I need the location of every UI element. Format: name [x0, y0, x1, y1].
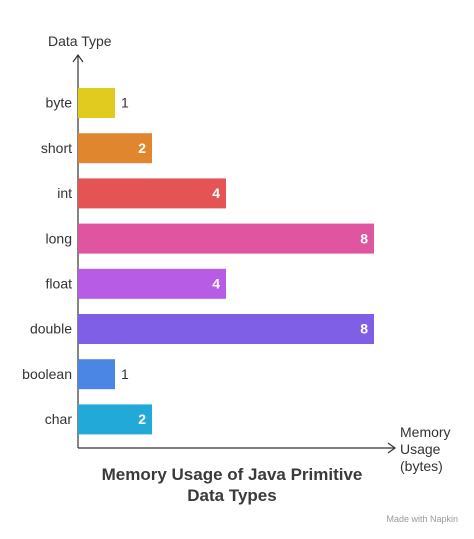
- value-label: 4: [212, 185, 220, 201]
- bar: [78, 359, 115, 390]
- value-label: 4: [212, 276, 220, 292]
- y-tick-label: double: [30, 321, 72, 337]
- watermark: Made with Napkin: [386, 514, 458, 524]
- value-label: 2: [138, 411, 146, 427]
- bar: [78, 223, 374, 254]
- y-tick-label: byte: [46, 95, 73, 111]
- x-axis-label: Memory Usage (bytes): [400, 424, 451, 474]
- y-tick-label: char: [45, 411, 73, 427]
- y-tick-label: int: [57, 185, 72, 201]
- bar: [78, 88, 115, 118]
- y-axis-label: Data Type: [48, 33, 112, 49]
- bar: [78, 178, 226, 209]
- value-label: 1: [121, 366, 129, 382]
- x-axis-arrow: [387, 442, 397, 454]
- y-axis-arrow: [72, 53, 84, 63]
- value-label: 8: [360, 321, 368, 337]
- y-tick-label: short: [41, 140, 72, 156]
- value-label: 1: [121, 95, 129, 111]
- bar: [78, 133, 152, 164]
- bar: [78, 268, 226, 299]
- y-tick-label: long: [46, 230, 72, 246]
- chart-title: Memory Usage of Java Primitive Data Type…: [101, 465, 363, 505]
- bar: [78, 404, 152, 435]
- bar: [78, 314, 374, 344]
- value-label: 2: [138, 140, 146, 156]
- y-tick-label: boolean: [22, 366, 72, 382]
- y-tick-label: float: [46, 276, 73, 292]
- value-label: 8: [360, 230, 368, 246]
